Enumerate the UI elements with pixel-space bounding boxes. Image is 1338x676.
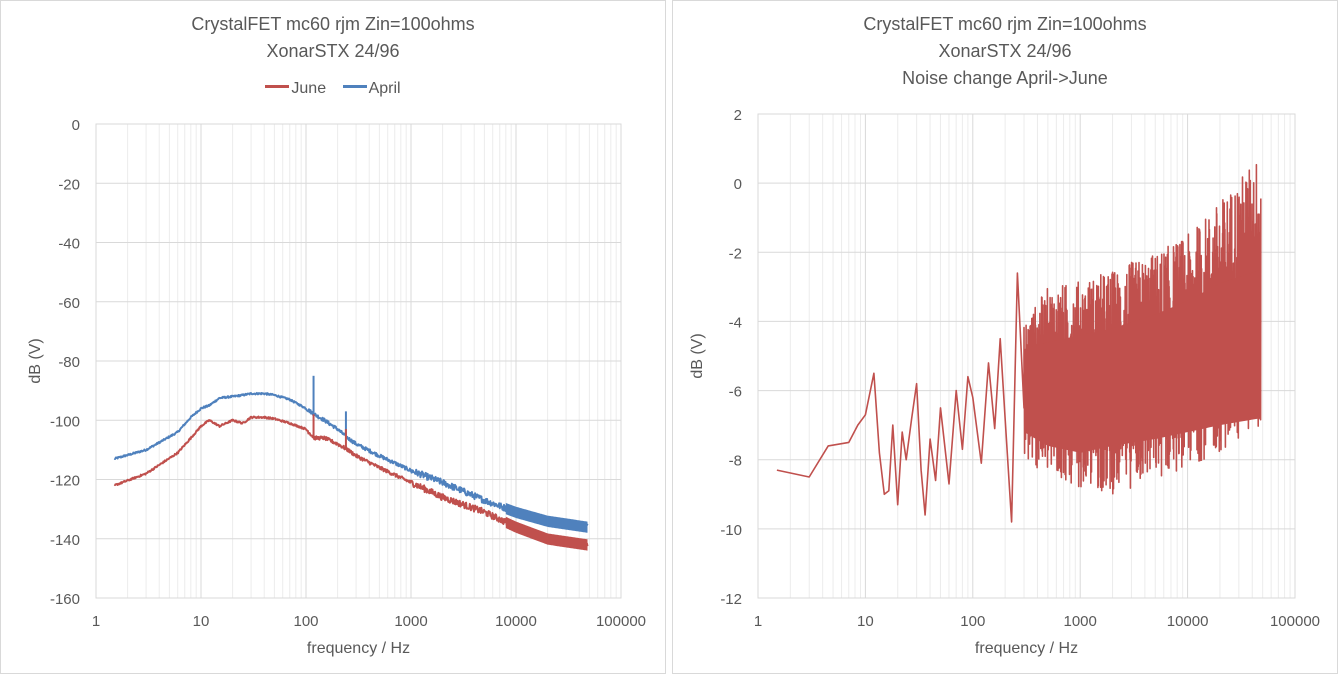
series-band-june (505, 516, 588, 551)
y-tick-label: -40 (58, 236, 80, 253)
y-tick-label: -6 (729, 384, 742, 401)
y-axis-title: dB (V) (689, 333, 706, 378)
x-tick-label: 100000 (1270, 613, 1320, 630)
x-tick-label: 1000 (1064, 613, 1097, 630)
x-tick-label: 100 (960, 613, 985, 630)
x-tick-label: 10000 (1167, 613, 1209, 630)
x-tick-label: 10 (857, 613, 874, 630)
x-tick-label: 1000 (394, 613, 427, 630)
chart-right-svg: 2 0 -2 -4 -6 -8 -10 -12 1 10 100 1000 10000 100000 fre… (689, 107, 1320, 657)
y-tick-label: -140 (50, 532, 80, 549)
y-tick-label: 0 (734, 176, 742, 193)
y-tick-label: -10 (720, 522, 742, 539)
chart-title-line-1: CrystalFET mc60 rjm Zin=100ohms (863, 14, 1147, 34)
y-axis-title: dB (V) (27, 338, 44, 383)
series-band-noise-change (1024, 269, 1261, 453)
y-tick-label: -8 (729, 453, 742, 470)
y-tick-label: -4 (729, 314, 742, 331)
x-tick-label: 100 (293, 613, 318, 630)
chart-title-line-2: XonarSTX 24/96 (938, 41, 1072, 61)
chart-panel-left: CrystalFET mc60 rjm Zin=100ohms XonarSTX… (0, 0, 666, 674)
chart-title-line-3: Noise change April->June (902, 68, 1108, 88)
legend-label-june: June (291, 80, 327, 97)
legend-swatch-june (265, 85, 290, 89)
chart-title-line-1: CrystalFET mc60 rjm Zin=100ohms (191, 14, 475, 34)
x-tick-label: 1 (754, 613, 762, 630)
x-tick-label: 1 (92, 613, 100, 630)
chart-panel-right: CrystalFET mc60 rjm Zin=100ohms XonarSTX… (672, 0, 1338, 674)
y-tick-label: -160 (50, 591, 80, 608)
y-tick-label: -12 (720, 591, 742, 608)
y-tick-label: -20 (58, 176, 80, 193)
y-tick-label: -2 (729, 245, 742, 262)
legend-label-april: April (368, 80, 401, 97)
plot-area-border (95, 123, 622, 599)
chart-title-line-2: XonarSTX 24/96 (266, 41, 400, 61)
plot-area-border (757, 113, 1296, 599)
x-axis-title: frequency / Hz (975, 640, 1078, 657)
y-tick-label: -60 (58, 295, 80, 312)
y-tick-label: 0 (72, 117, 80, 134)
y-tick-label: -120 (50, 473, 80, 490)
x-tick-label: 10000 (495, 613, 537, 630)
y-tick-label: -100 (50, 413, 80, 430)
chart-left-svg: 0 -20 -40 -60 -80 -100 -120 -140 -160 1 10 100 1000 1… (27, 117, 646, 657)
x-tick-label: 100000 (596, 613, 646, 630)
series-band-april (505, 502, 588, 533)
legend-item-april: April (342, 80, 401, 98)
legend-swatch-april (342, 85, 367, 89)
x-axis-title: frequency / Hz (307, 640, 410, 657)
x-tick-label: 10 (193, 613, 210, 630)
y-tick-label: -80 (58, 354, 80, 371)
legend: June April (1, 80, 665, 98)
y-tick-label: 2 (734, 107, 742, 124)
legend-item-june: June (265, 80, 326, 98)
